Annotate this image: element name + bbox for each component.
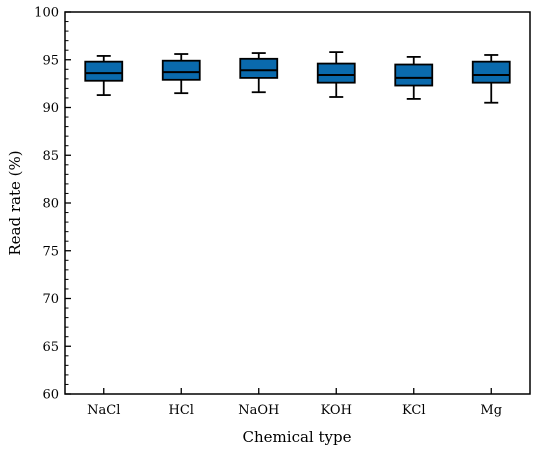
x-axis-title: Chemical type	[243, 428, 352, 446]
y-tick-label: 100	[34, 6, 59, 21]
iqr-box	[161, 59, 201, 81]
y-tick-label: 90	[42, 101, 59, 116]
x-tick-label: KOH	[321, 403, 352, 418]
box-nacl	[84, 55, 124, 96]
y-tick-label: 85	[42, 149, 59, 164]
iqr-box	[84, 60, 124, 82]
y-axis: 60 65 70 75 80 85 90 95 100	[34, 6, 71, 403]
x-tick-label: HCl	[169, 403, 194, 418]
iqr-box	[394, 63, 434, 87]
x-tick-label: KCl	[402, 403, 425, 418]
box-mg	[471, 54, 511, 104]
box-koh	[316, 51, 356, 98]
y-tick-label: 70	[42, 292, 59, 307]
iqr-box	[239, 57, 279, 79]
box-naoh	[239, 52, 279, 94]
boxes-layer	[84, 51, 511, 104]
plot-frame	[64, 11, 531, 395]
x-tick-label: NaCl	[87, 403, 120, 418]
y-tick-label: 80	[42, 197, 59, 212]
x-axis: NaCl HCl NaOH KOH KCl Mg	[87, 388, 502, 418]
y-axis-title: Read rate (%)	[6, 150, 24, 255]
y-tick-label: 65	[42, 340, 59, 355]
y-tick-label: 95	[42, 53, 59, 68]
iqr-box	[316, 62, 356, 84]
y-tick-label: 60	[42, 388, 59, 403]
x-tick-label: NaOH	[238, 403, 279, 418]
box-hcl	[161, 53, 201, 95]
y-tick-label: 75	[42, 244, 59, 259]
iqr-box	[471, 60, 511, 84]
x-tick-label: Mg	[480, 403, 502, 418]
box-kcl	[394, 55, 434, 100]
